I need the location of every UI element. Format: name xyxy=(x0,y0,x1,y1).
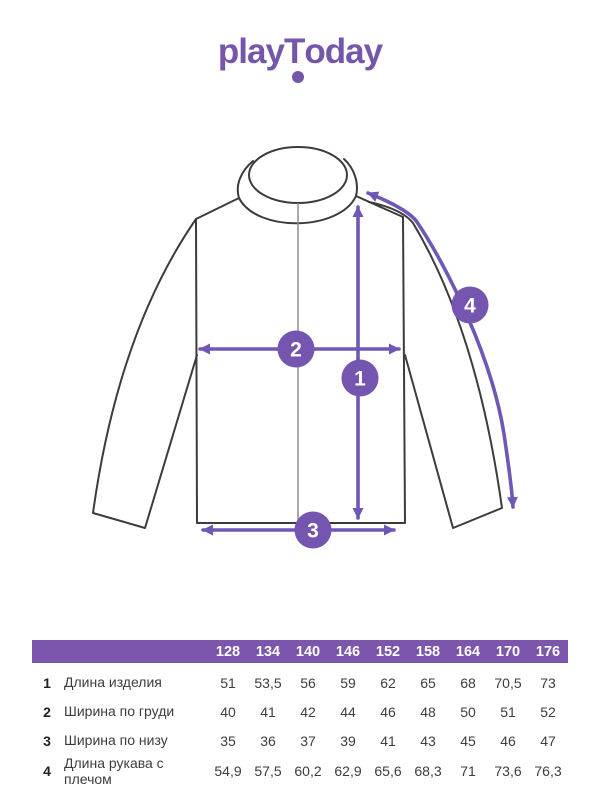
cell-value: 39 xyxy=(340,732,356,749)
cell-value: 47 xyxy=(540,732,556,749)
cell-value: 44 xyxy=(340,703,356,720)
row-number: 4 xyxy=(43,763,51,780)
measurement-badges: 2 1 3 4 xyxy=(277,286,489,549)
cell-value: 54,9 xyxy=(214,763,242,780)
row-label: Длина изделия xyxy=(64,674,162,691)
row-number: 1 xyxy=(43,674,51,691)
badge-2-circle xyxy=(277,330,315,368)
size-column-header: 140 xyxy=(295,643,321,660)
cell-value: 40 xyxy=(220,703,236,720)
size-table-header: 128 134 140 146 152 158 164 170 176 xyxy=(32,640,568,663)
cell-value: 46 xyxy=(500,732,516,749)
cell-value: 68,3 xyxy=(414,763,442,780)
table-row: 1 Длина изделия 51 53,5 56 59 62 65 68 7… xyxy=(32,668,568,697)
row-label: Ширина по низу xyxy=(64,732,168,749)
jacket-neck-opening xyxy=(248,146,348,204)
cell-value: 56 xyxy=(300,674,316,691)
cell-value: 35 xyxy=(220,732,236,749)
cell-value: 53,5 xyxy=(254,674,282,691)
cell-value: 60,2 xyxy=(294,763,322,780)
badge-3-label: 3 xyxy=(307,520,319,543)
size-column-header: 152 xyxy=(375,643,401,660)
cell-value: 51 xyxy=(500,703,516,720)
brand-logo-text-t: T xyxy=(283,32,305,71)
brand-logo: playT oday xyxy=(0,32,600,83)
size-table: 128 134 140 146 152 158 164 170 176 1 Дл… xyxy=(32,640,568,787)
cell-value: 41 xyxy=(380,732,396,749)
badge-1-circle xyxy=(341,359,379,397)
row-number: 3 xyxy=(43,732,51,749)
cell-value: 42 xyxy=(300,703,316,720)
row-label: Длина рукава с плечом xyxy=(64,755,164,788)
cell-value: 43 xyxy=(420,732,436,749)
cell-value: 73 xyxy=(540,674,556,691)
table-row: 2 Ширина по груди 40 41 42 44 46 48 50 5… xyxy=(32,697,568,726)
jacket-left-shoulder xyxy=(195,197,240,220)
cell-value: 76,3 xyxy=(534,763,562,780)
jacket-left-sleeve xyxy=(92,218,198,529)
cell-value: 65 xyxy=(420,674,436,691)
cell-value: 57,5 xyxy=(254,763,282,780)
cell-value: 68 xyxy=(460,674,476,691)
size-column-header: 128 xyxy=(215,643,241,660)
size-column-header: 176 xyxy=(535,643,561,660)
cell-value: 71 xyxy=(460,763,476,780)
cell-value: 37 xyxy=(300,732,316,749)
badge-1-label: 1 xyxy=(354,368,366,391)
size-column-header: 170 xyxy=(495,643,521,660)
badge-4-label: 4 xyxy=(464,295,476,318)
cell-value: 41 xyxy=(260,703,276,720)
badge-3-circle xyxy=(294,511,332,549)
row-number: 2 xyxy=(43,703,51,720)
brand-logo-text-play: play xyxy=(217,32,285,71)
size-column-header: 164 xyxy=(455,643,481,660)
cell-value: 70,5 xyxy=(494,674,522,691)
cell-value: 65,6 xyxy=(374,763,402,780)
row-label: Ширина по груди xyxy=(64,703,175,720)
size-column-header: 134 xyxy=(255,643,281,660)
cell-value: 62,9 xyxy=(334,763,362,780)
cell-value: 52 xyxy=(540,703,556,720)
badge-4-circle xyxy=(451,286,489,324)
table-row: 3 Ширина по низу 35 36 37 39 41 43 45 46… xyxy=(32,726,568,755)
cell-value: 51 xyxy=(220,674,236,691)
brand-logo-dot-icon xyxy=(291,71,304,83)
arrow-4-sleeve-length xyxy=(366,191,518,509)
cell-value: 62 xyxy=(380,674,396,691)
badge-2-label: 2 xyxy=(290,339,302,362)
cell-value: 59 xyxy=(340,674,356,691)
cell-value: 45 xyxy=(460,732,476,749)
cell-value: 73,6 xyxy=(494,763,522,780)
cell-value: 48 xyxy=(420,703,436,720)
cell-value: 36 xyxy=(260,732,276,749)
size-column-header: 158 xyxy=(415,643,441,660)
size-column-header: 146 xyxy=(335,643,361,660)
cell-value: 50 xyxy=(460,703,476,720)
cell-value: 46 xyxy=(380,703,396,720)
brand-logo-t-wrap: T xyxy=(283,32,305,83)
table-row: 4 Длина рукава с плечом 54,9 57,5 60,2 6… xyxy=(32,755,568,787)
brand-logo-text-oday: oday xyxy=(304,32,383,71)
garment-measurement-diagram: 2 1 3 4 xyxy=(92,146,518,549)
